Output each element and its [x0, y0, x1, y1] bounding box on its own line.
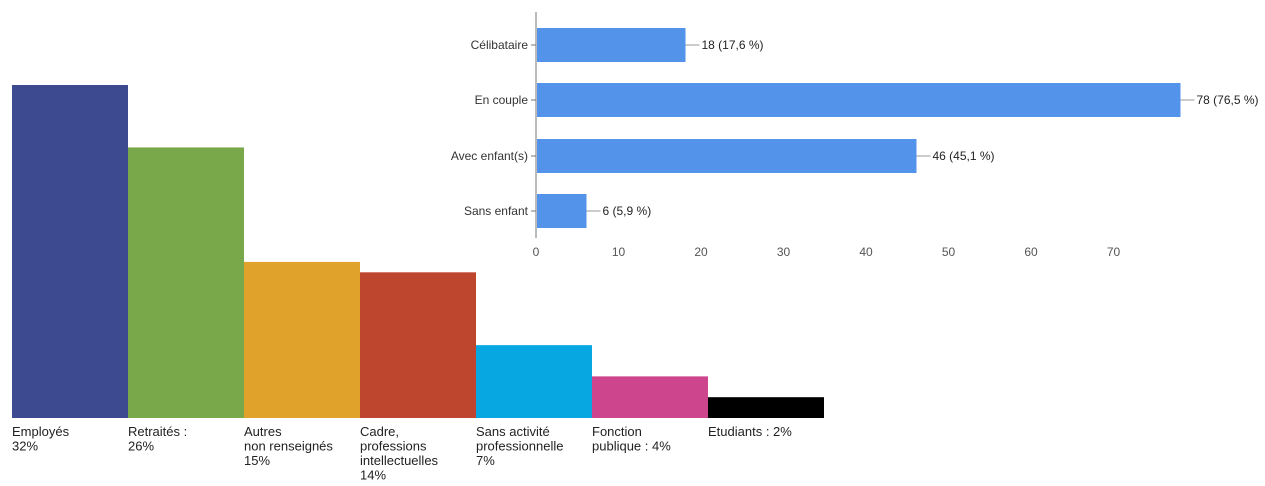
- occupation-bar: [360, 272, 476, 418]
- occupation-label: professionnelle: [476, 439, 563, 454]
- household-data-label: 18 (17,6 %): [702, 38, 764, 52]
- household-data-label: 6 (5,9 %): [603, 204, 652, 218]
- household-bar: [537, 194, 587, 228]
- occupation-label: 26%: [128, 439, 154, 454]
- occupation-label: 32%: [12, 439, 38, 454]
- household-data-label: 78 (76,5 %): [1197, 93, 1259, 107]
- household-data-label: 46 (45,1 %): [933, 149, 995, 163]
- household-category-label: Avec enfant(s): [451, 149, 528, 163]
- household-x-tick-label: 60: [1024, 245, 1038, 259]
- household-category-label: En couple: [475, 93, 529, 107]
- occupation-bar: [12, 85, 128, 418]
- occupation-label: intellectuelles: [360, 453, 439, 468]
- occupation-label: Retraités :: [128, 424, 187, 439]
- household-x-tick-label: 0: [533, 245, 540, 259]
- occupation-bar: [708, 397, 824, 418]
- occupation-label: Autres: [244, 424, 282, 439]
- occupation-label: Etudiants : 2%: [708, 424, 792, 439]
- household-x-tick-label: 20: [694, 245, 708, 259]
- occupation-label: professions: [360, 439, 427, 454]
- occupation-label: 14%: [360, 468, 386, 483]
- occupation-label: 7%: [476, 453, 495, 468]
- household-category-label: Célibataire: [471, 38, 529, 52]
- household-x-tick-label: 70: [1107, 245, 1121, 259]
- occupation-bar: [592, 376, 708, 418]
- occupation-label: Cadre,: [360, 424, 399, 439]
- household-x-tick-label: 30: [777, 245, 791, 259]
- occupation-label: Fonction: [592, 424, 642, 439]
- household-x-tick-label: 10: [612, 245, 626, 259]
- occupation-label: non renseignés: [244, 439, 333, 454]
- occupation-label: 15%: [244, 453, 270, 468]
- household-bar: [537, 28, 686, 62]
- occupation-label: Sans activité: [476, 424, 550, 439]
- household-x-tick-label: 50: [942, 245, 956, 259]
- occupation-bar: [128, 147, 244, 418]
- household-bar-chart: Célibataire 18 (17,6 %) En couple 78 (76,5 …: [451, 12, 1259, 259]
- household-category-label: Sans enfant: [464, 204, 529, 218]
- occupation-label: Employés: [12, 424, 70, 439]
- occupation-bar: [244, 261, 360, 418]
- household-x-tick-label: 40: [859, 245, 873, 259]
- household-bar: [537, 139, 917, 173]
- household-bar: [537, 83, 1181, 117]
- occupation-label: publique : 4%: [592, 439, 671, 454]
- occupation-bar: [476, 345, 592, 418]
